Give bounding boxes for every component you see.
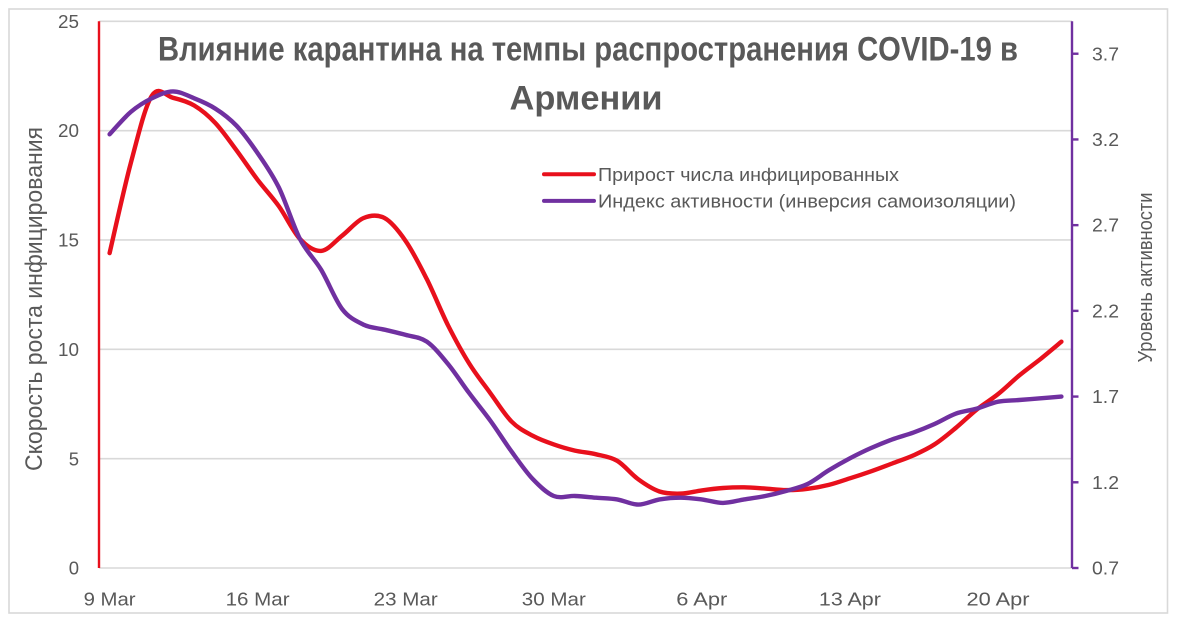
svg-text:16 Mar: 16 Mar [226, 589, 290, 610]
svg-text:0.7: 0.7 [1092, 558, 1119, 579]
svg-text:3.2: 3.2 [1092, 129, 1119, 150]
svg-text:0: 0 [69, 558, 79, 579]
svg-text:30 Mar: 30 Mar [522, 589, 586, 610]
svg-text:Скорость роста инфицирования: Скорость роста инфицирования [21, 127, 48, 471]
svg-text:Уровень активности: Уровень активности [1135, 193, 1157, 363]
svg-text:Влияние карантина на темпы рас: Влияние карантина на темпы распространен… [158, 31, 1018, 69]
svg-text:2.2: 2.2 [1092, 301, 1119, 322]
svg-text:6 Apr: 6 Apr [676, 589, 727, 610]
svg-text:Прирост числа инфицированных: Прирост числа инфицированных [598, 164, 900, 185]
svg-text:15: 15 [58, 230, 79, 251]
svg-text:20: 20 [58, 120, 79, 141]
svg-text:5: 5 [69, 448, 79, 469]
svg-text:20 Apr: 20 Apr [967, 589, 1030, 610]
svg-text:Армении: Армении [510, 80, 663, 118]
svg-text:Индекс активности (инверсия са: Индекс активности (инверсия самоизоляции… [598, 191, 1016, 212]
svg-text:2.7: 2.7 [1092, 215, 1119, 236]
svg-text:23 Mar: 23 Mar [374, 589, 438, 610]
svg-text:1.2: 1.2 [1092, 472, 1119, 493]
svg-text:9 Mar: 9 Mar [84, 589, 136, 610]
svg-text:13 Apr: 13 Apr [819, 589, 881, 610]
svg-text:10: 10 [58, 339, 79, 360]
svg-text:3.7: 3.7 [1092, 43, 1119, 64]
svg-text:1.7: 1.7 [1092, 386, 1119, 407]
svg-text:25: 25 [58, 11, 79, 32]
